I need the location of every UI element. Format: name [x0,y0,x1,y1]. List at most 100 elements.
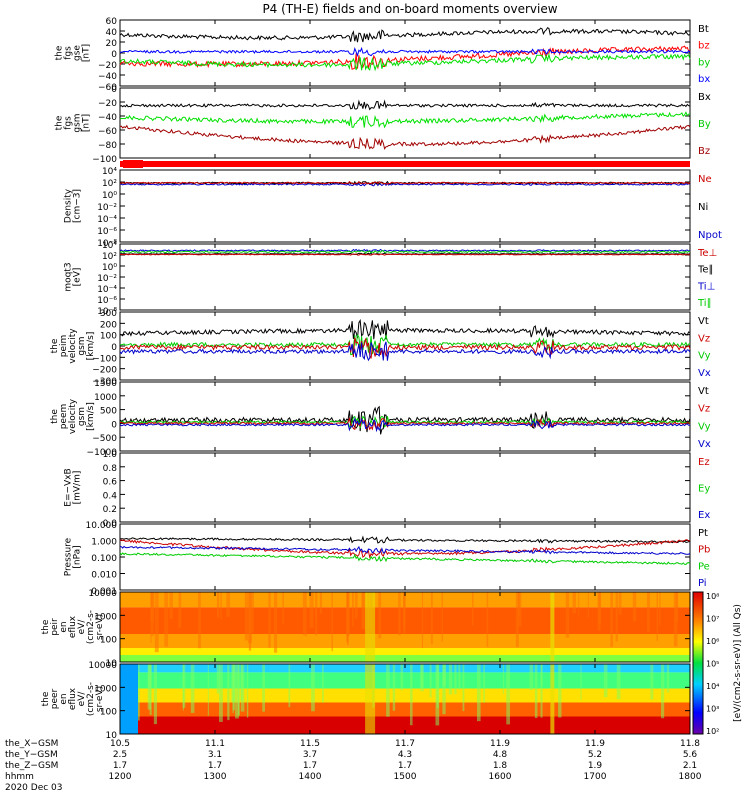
spectrogram-streak [319,592,323,614]
x-axis-value: 1800 [679,772,702,782]
x-axis-row-label: hhmm [5,772,34,782]
series-line [119,415,691,430]
y-axis-label: E=−VxB [64,468,74,506]
panel-frame [119,523,691,591]
y-tick-label: 10⁻⁸ [97,239,117,249]
spectrogram-band [120,634,690,648]
spectrogram-streak [659,592,661,626]
spectrogram-streak [226,592,231,617]
spectrogram-streak [244,592,248,641]
legend-entry: Ti∥ [697,298,712,309]
spectrogram-streak [550,664,555,734]
y-axis-label: [mV/m] [73,471,83,505]
spectrogram-streak [632,592,637,622]
colorbar-tick-label: 10⁸ [706,592,719,601]
panel-frame [119,169,691,243]
spectrogram-streak [650,664,654,700]
y-axis-label: moqt3 [64,262,74,291]
colorbar-tick-label: 10⁶ [706,637,719,646]
y-tick-label: 60 [106,17,118,27]
spectrogram-streak [220,592,222,620]
panel-pressure: 10.000 1.000 0.100 0.010 0.001 Pressure [nPa] P… [64,521,711,597]
y-axis-label: Density [64,188,74,223]
spectrogram-streak [346,592,349,643]
x-axis-value: 1200 [109,772,132,782]
spectrogram-streak [618,592,622,615]
y-tick-label: 10 [106,659,118,669]
spectrogram-streak [322,664,324,703]
y-tick-label: 0.2 [103,505,117,515]
spectrogram-streak [483,664,485,703]
spectrogram-streak [540,664,543,718]
series-line [119,552,691,566]
series-line [120,180,691,185]
spectrogram-streak [288,664,291,708]
x-axis-value: 4.3 [398,750,412,760]
spectrogram-streak [169,592,173,619]
legend-entry: Vt [698,386,709,397]
spectrogram-streak [541,664,543,687]
series-line [119,250,691,255]
y-axis-label: peem [59,404,69,430]
spectrogram-streak [616,664,621,700]
spectrogram-streak [529,664,534,691]
legend-entry: Te∥ [697,265,714,276]
series-line [119,539,691,559]
legend-entry: Bx [698,92,711,103]
spectrogram-streak [603,664,608,698]
panel-efield: 1.0 0.8 0.6 0.4 0.2 0.0 E=−VxB [mV/m] Ez Ey Ex [64,450,711,529]
spectrogram-streak [421,592,424,649]
y-tick-label: −500 [92,434,117,444]
spectrogram-streak [147,664,151,710]
x-axis-value: 2.1 [683,761,697,771]
y-tick-label: 0 [111,343,117,353]
legend-entry: Pi [698,578,707,589]
series-line [119,416,691,433]
panel-density: 10⁴ 10² 10⁰ 10⁻² 10⁻⁴ 10⁻⁶ 10⁻⁸ Density [cm−3] Ne… [64,167,722,249]
legend-entry: Te⊥ [697,248,717,259]
y-axis-label: Pressure [64,537,74,576]
spectrogram-streak [572,592,577,614]
spectrogram-streak [410,664,413,726]
y-tick-label: 10⁻² [97,203,117,213]
spectrogram-streak [402,592,406,634]
y-axis-label: the [41,691,51,706]
spectrogram-streak [354,592,358,619]
spectrogram-streak [398,592,401,636]
spectrogram-streak [578,592,580,615]
x-axis-value: 1.9 [588,761,603,771]
spectrogram-streak [675,592,679,622]
y-tick-label: −40 [98,72,117,82]
y-tick-label: 1000 [94,684,117,694]
spectrogram-streak [352,592,354,627]
legend-entry: by [698,57,710,68]
spectrogram-streak [311,664,315,712]
x-axis-value: 1.7 [113,761,127,771]
x-axis-value: 4.8 [493,750,508,760]
y-tick-label: 10⁴ [102,167,117,177]
y-axis-label: gsm [77,407,87,426]
y-tick-label: 10⁰ [102,263,117,273]
spectrogram-streak [441,592,443,642]
y-tick-label: 10⁻⁶ [97,296,117,306]
y-tick-label: −200 [92,366,117,376]
spectrogram-streak [365,592,376,662]
panel-fgs-gsm: 0 −20 −40 −60 −80 −100 the fgs gsm [nT] Bx By Bz [55,85,711,165]
spectrogram-streak [231,664,236,703]
spectrogram-streak [610,592,614,648]
y-tick-label: −80 [98,141,117,151]
x-axis-row-label: the_Y−GSM [5,750,58,760]
x-axis-value: 11.9 [585,739,605,749]
y-axis-label: [nT] [82,114,92,132]
spectrogram-streak [429,664,432,698]
y-tick-label: −1000 [87,448,118,458]
spectrogram-streak [273,592,278,653]
panel-frame [119,381,691,452]
spectrogram-streak [365,664,376,734]
y-tick-label: 1.000 [91,538,117,548]
spectrogram-streak [153,664,157,725]
colorbar-tick-label: 10² [706,727,719,736]
spectrogram-streak [587,592,589,619]
spectrogram-streak [615,592,618,642]
x-axis-value: 2.5 [113,750,127,760]
